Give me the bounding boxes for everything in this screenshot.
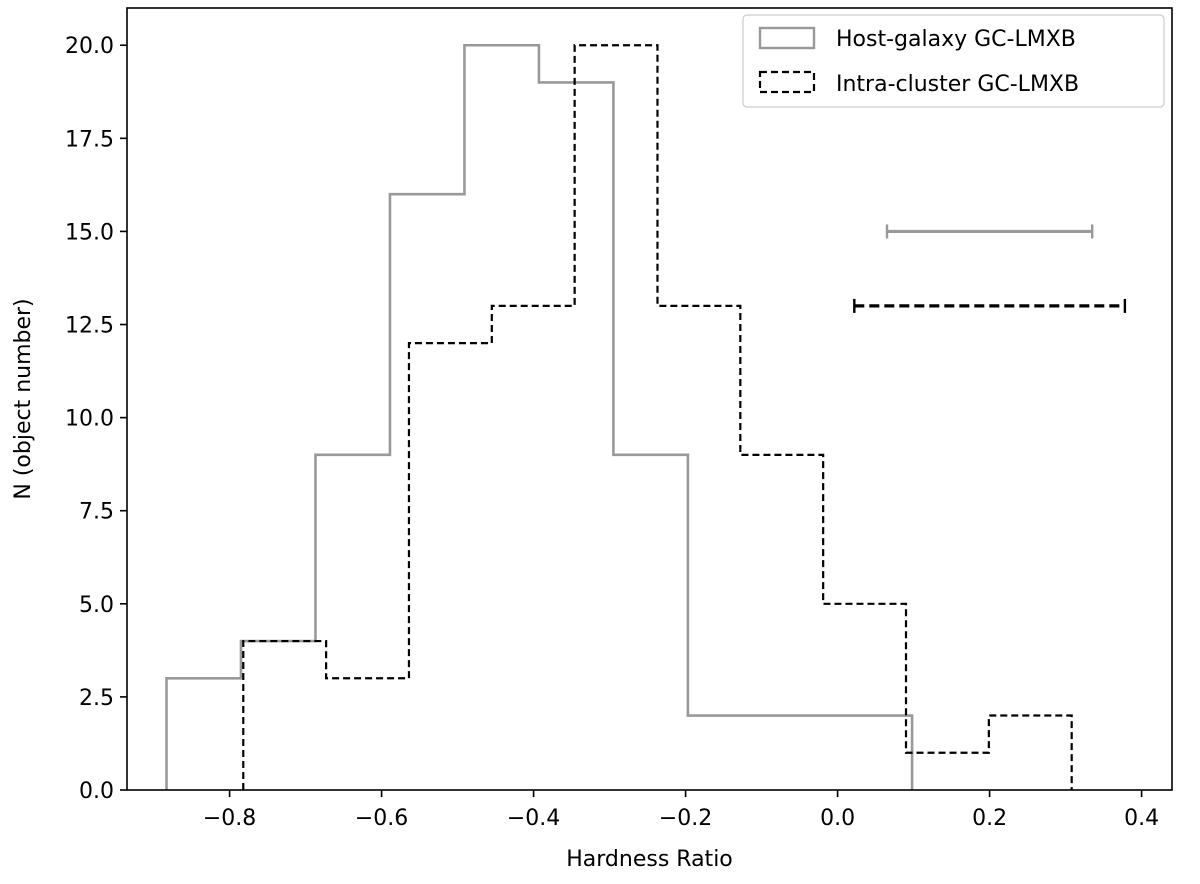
y-tick-label: 20.0 <box>65 34 114 59</box>
x-tick-label: −0.4 <box>507 806 560 831</box>
x-axis-ticks: −0.8 −0.6 −0.4 −0.2 0.0 0.2 0.4 <box>203 790 1159 831</box>
y-axis-ticks: 0.0 2.5 5.0 7.5 10.0 12.5 15.0 17.5 20.0 <box>65 34 127 804</box>
x-axis-title: Hardness Ratio <box>566 847 733 872</box>
y-tick-label: 10.0 <box>65 407 114 432</box>
x-tick-label: 0.2 <box>972 806 1007 831</box>
y-tick-label: 17.5 <box>65 127 114 152</box>
legend: Host-galaxy GC-LMXB Intra-cluster GC-LMX… <box>742 14 1165 108</box>
y-axis-title: N (object number) <box>11 298 36 499</box>
y-tick-label: 2.5 <box>79 686 114 711</box>
x-tick-label: −0.8 <box>203 806 256 831</box>
legend-label-intra-cluster: Intra-cluster GC-LMXB <box>836 72 1079 97</box>
legend-box <box>742 14 1165 108</box>
x-tick-label: −0.2 <box>659 806 712 831</box>
y-tick-label: 0.0 <box>79 779 114 804</box>
series-line-host-galaxy <box>165 43 914 790</box>
y-tick-label: 15.0 <box>65 220 114 245</box>
errorbar-layer <box>853 224 1127 313</box>
y-tick-label: 5.0 <box>79 593 114 618</box>
legend-swatch-intra-cluster <box>758 70 816 94</box>
series-layer <box>165 43 1073 790</box>
y-tick-label: 7.5 <box>79 500 114 525</box>
plot-frame <box>126 7 1173 791</box>
x-tick-label: −0.6 <box>355 806 408 831</box>
x-tick-label: 0.4 <box>1124 806 1159 831</box>
x-tick-label: 0.0 <box>820 806 855 831</box>
y-tick-label: 12.5 <box>65 314 114 339</box>
legend-swatch-host-galaxy <box>758 26 816 50</box>
legend-label-host-galaxy: Host-galaxy GC-LMXB <box>836 27 1076 52</box>
series-line-intra-cluster <box>242 44 1073 790</box>
